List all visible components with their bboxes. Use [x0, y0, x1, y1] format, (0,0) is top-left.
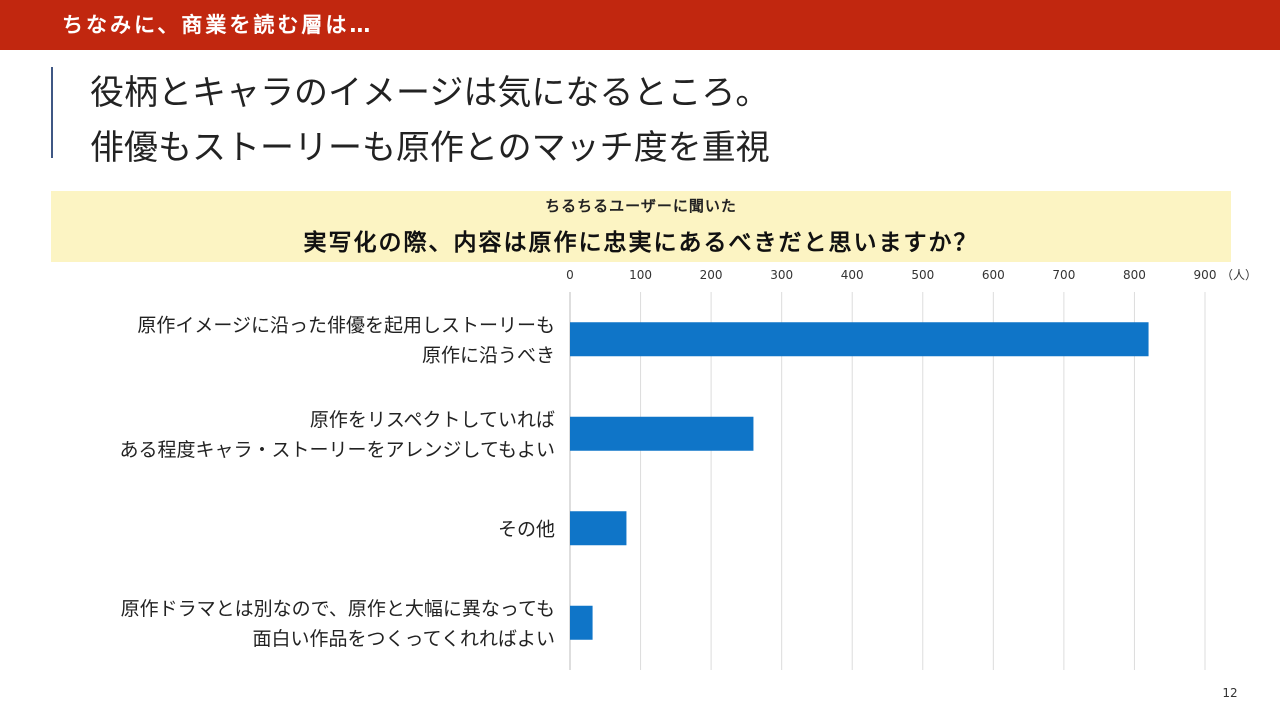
- bar: [570, 605, 593, 640]
- banner-title: ちなみに、商業を読む層は…: [62, 13, 374, 37]
- x-tick-label: 800: [1123, 268, 1146, 282]
- category-label: 原作をリスペクトしていれば: [310, 409, 555, 431]
- category-label: 原作ドラマとは別なので、原作と大幅に異なっても: [121, 598, 555, 620]
- category-label: その他: [498, 518, 555, 540]
- category-label: 原作イメージに沿った俳優を起用しストーリーも: [137, 314, 555, 336]
- bar: [570, 322, 1149, 357]
- x-tick-label: 900: [1194, 268, 1217, 282]
- x-tick-label: 500: [911, 268, 934, 282]
- headline-line-1: 役柄とキャラのイメージは気になるところ。: [90, 73, 770, 113]
- x-axis-unit: （人）: [1221, 268, 1257, 282]
- x-tick-label: 100: [629, 268, 652, 282]
- bar: [570, 416, 754, 451]
- x-tick-label: 200: [700, 268, 723, 282]
- category-label: 面白い作品をつくってくれればよい: [253, 628, 555, 650]
- headline-accent-bar: [51, 67, 53, 158]
- x-tick-label: 400: [841, 268, 864, 282]
- category-label: 原作に沿うべき: [422, 344, 555, 366]
- page-number: 12: [1222, 686, 1238, 700]
- x-tick-label: 0: [566, 268, 574, 282]
- bar: [570, 511, 627, 546]
- question-box: ちるちるユーザーに聞いた 実写化の際、内容は原作に忠実にあるべきだと思いますか？: [51, 191, 1231, 262]
- question-subtitle: ちるちるユーザーに聞いた: [545, 197, 737, 215]
- bar-chart: 0 100 200 300 400 500 600 700 800 900 （人） 原作イメージに沿っ…: [120, 268, 1257, 670]
- x-tick-label: 300: [770, 268, 793, 282]
- x-tick-label: 600: [982, 268, 1005, 282]
- headline-line-2: 俳優もストーリーも原作とのマッチ度を重視: [90, 128, 770, 168]
- category-label: ある程度キャラ・ストーリーをアレンジしてもよい: [120, 439, 555, 461]
- question-title: 実写化の際、内容は原作に忠実にあるべきだと思いますか？: [303, 230, 979, 256]
- x-tick-label: 700: [1052, 268, 1075, 282]
- header-banner: ちなみに、商業を読む層は…: [0, 0, 1280, 50]
